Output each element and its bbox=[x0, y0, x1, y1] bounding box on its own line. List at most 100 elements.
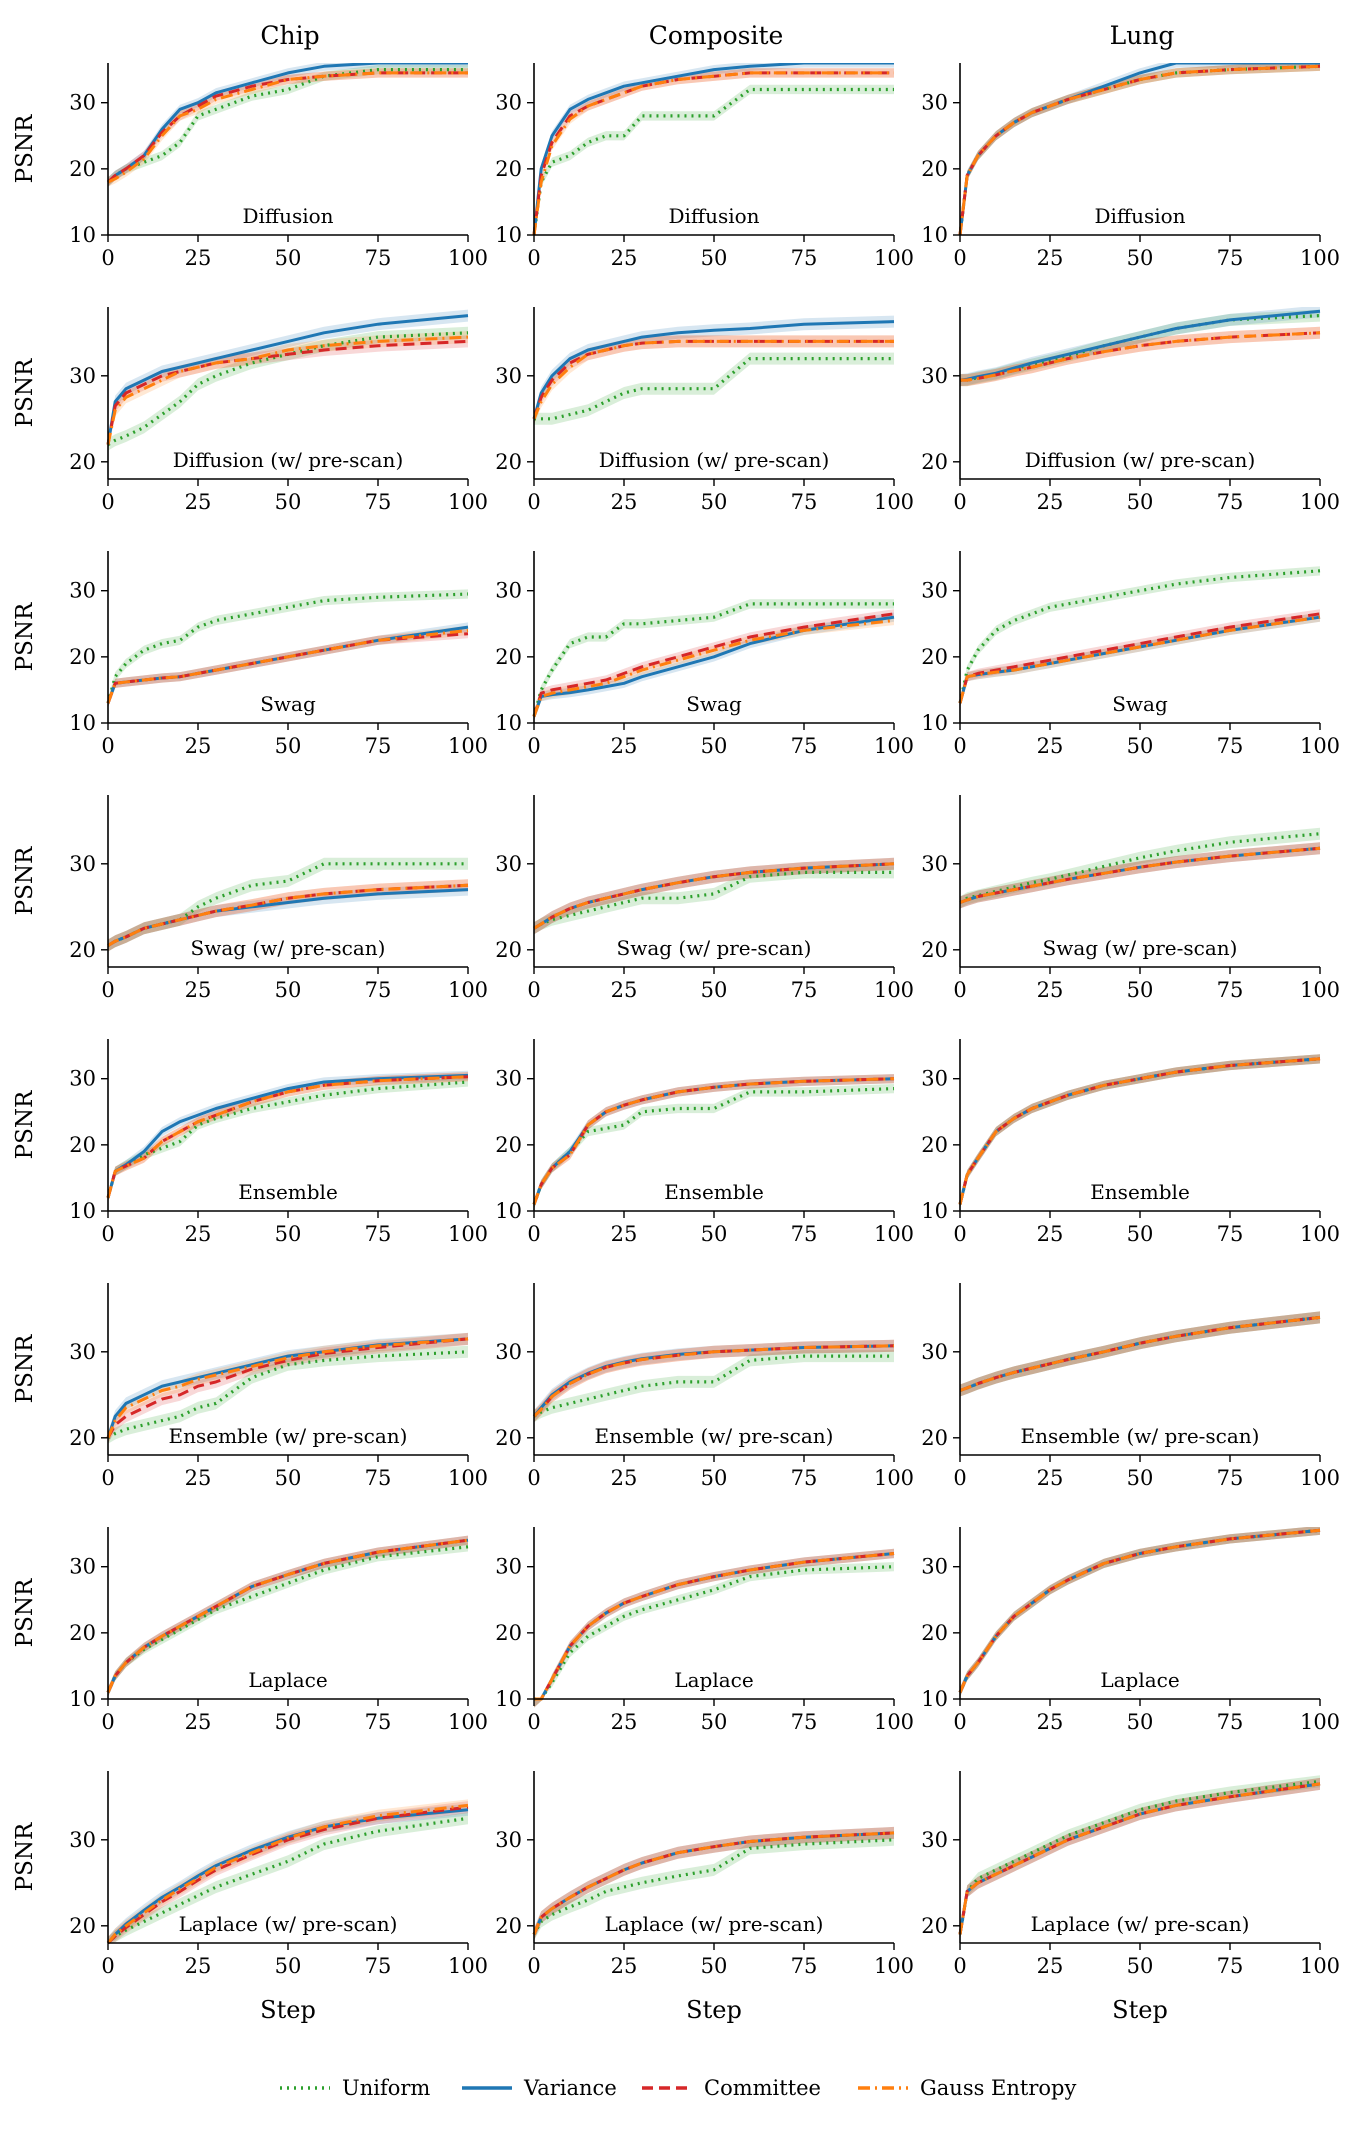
band-variance-r7-c1 bbox=[534, 1826, 894, 1941]
x-tick-label-r7-c1-0: 0 bbox=[527, 1954, 540, 1978]
series-uniform-r2-c1 bbox=[532, 602, 894, 717]
y-tick-label-r7-c1-0: 20 bbox=[495, 1914, 522, 1938]
band-gauss-r6-c1 bbox=[534, 1548, 894, 1708]
x-tick-label-r5-c2-3: 75 bbox=[1217, 1466, 1244, 1490]
y-tick-label-r6-c0-0: 10 bbox=[69, 1687, 96, 1711]
panel-r0-c0: 0 25 50 75 100 10 20 30 Diffusion PSNR bbox=[12, 51, 488, 270]
y-tick-label-r7-c0-1: 30 bbox=[69, 1828, 96, 1852]
y-tick-label-r3-c0-0: 20 bbox=[69, 938, 96, 962]
x-tick-label-r0-c1-3: 75 bbox=[791, 246, 818, 270]
x-tick-label-r3-c1-1: 25 bbox=[611, 978, 638, 1002]
x-tick-label-r3-c0-0: 0 bbox=[101, 978, 114, 1002]
legend-item-uniform: Uniform bbox=[280, 2076, 430, 2100]
x-tick-label-r3-c0-4: 100 bbox=[448, 978, 488, 1002]
series-committee-r5-c0 bbox=[106, 1337, 469, 1439]
panel-r3-c2: 0 25 50 75 100 20 30 Swag (w/ pre-scan) bbox=[921, 783, 1340, 1002]
x-tick-label-r5-c1-1: 25 bbox=[611, 1466, 638, 1490]
x-tick-label-r6-c1-4: 100 bbox=[874, 1710, 914, 1734]
y-axis-label-r3: PSNR bbox=[12, 846, 38, 915]
y-tick-label-r6-c1-0: 10 bbox=[495, 1687, 522, 1711]
legend-label-gauss: Gauss Entropy bbox=[920, 2076, 1076, 2100]
y-tick-label-r1-c0-1: 30 bbox=[69, 364, 96, 388]
x-tick-label-r6-c0-0: 0 bbox=[101, 1710, 114, 1734]
series-gauss-r6-c2 bbox=[958, 1528, 1321, 1693]
method-label-r2-c2: Swag bbox=[1112, 692, 1168, 716]
band-variance-r6-c1 bbox=[534, 1548, 894, 1708]
panel-top-mask-r6-c2 bbox=[961, 1515, 1327, 1527]
y-tick-label-r1-c2-0: 20 bbox=[921, 450, 948, 474]
band-gauss-r4-c1 bbox=[534, 1074, 894, 1209]
x-tick-label-r1-c2-4: 100 bbox=[1300, 490, 1340, 514]
series-gauss-r0-c0 bbox=[107, 71, 468, 184]
y-tick-label-r5-c2-0: 20 bbox=[921, 1426, 948, 1450]
method-label-r1-c0: Diffusion (w/ pre-scan) bbox=[173, 448, 404, 472]
series-committee-r4-c1 bbox=[532, 1077, 895, 1205]
band-committee-r7-c2 bbox=[960, 1777, 1320, 1941]
band-committee-r7-c0 bbox=[108, 1801, 468, 1943]
x-tick-label-r2-c0-3: 75 bbox=[365, 734, 392, 758]
y-tick-label-r0-c0-1: 20 bbox=[69, 157, 96, 181]
x-tick-label-r1-c0-2: 50 bbox=[275, 490, 302, 514]
y-tick-label-r3-c1-1: 30 bbox=[495, 852, 522, 876]
band-variance-r1-c0 bbox=[108, 309, 468, 451]
x-tick-label-r3-c2-2: 50 bbox=[1127, 978, 1154, 1002]
y-tick-label-r6-c1-1: 20 bbox=[495, 1621, 522, 1645]
x-tick-label-r6-c2-2: 50 bbox=[1127, 1710, 1154, 1734]
x-tick-label-r4-c0-2: 50 bbox=[275, 1222, 302, 1246]
method-label-r4-c2: Ensemble bbox=[1090, 1180, 1190, 1204]
series-committee-r7-c0 bbox=[106, 1805, 469, 1945]
y-tick-label-r2-c1-1: 20 bbox=[495, 645, 522, 669]
x-tick-label-r7-c0-4: 100 bbox=[448, 1954, 488, 1978]
y-tick-label-r4-c2-2: 30 bbox=[921, 1067, 948, 1091]
band-committee-r5-c1 bbox=[534, 1339, 894, 1423]
x-tick-label-r2-c0-4: 100 bbox=[448, 734, 488, 758]
panel-top-mask-r7-c2 bbox=[961, 1759, 1327, 1771]
panel-r0-c2: 0 25 50 75 100 10 20 30 Diffusion bbox=[921, 51, 1340, 270]
band-committee-r3-c2 bbox=[960, 842, 1320, 909]
panel-top-mask-r4-c2 bbox=[961, 1027, 1327, 1039]
x-tick-label-r1-c0-1: 25 bbox=[185, 490, 212, 514]
series-committee-r2-c1 bbox=[532, 612, 895, 717]
x-tick-label-r0-c2-1: 25 bbox=[1037, 246, 1064, 270]
series-variance-r1-c2 bbox=[959, 309, 1321, 382]
method-label-r6-c1: Laplace bbox=[674, 1668, 753, 1692]
series-uniform-r5-c0 bbox=[107, 1350, 469, 1440]
y-tick-label-r7-c1-1: 30 bbox=[495, 1828, 522, 1852]
panel-r2-c2: 0 25 50 75 100 10 20 30 Swag bbox=[921, 539, 1340, 758]
y-tick-label-r7-c2-0: 20 bbox=[921, 1914, 948, 1938]
band-committee-r4-c1 bbox=[534, 1074, 894, 1209]
panel-top-mask-r4-c1 bbox=[535, 1027, 901, 1039]
legend-item-committee: Committee bbox=[642, 2076, 821, 2100]
panel-top-mask-r3-c2 bbox=[961, 783, 1327, 795]
method-label-r4-c1: Ensemble bbox=[664, 1180, 764, 1204]
method-label-r3-c2: Swag (w/ pre-scan) bbox=[1043, 936, 1238, 960]
x-tick-label-r4-c1-0: 0 bbox=[527, 1222, 540, 1246]
x-tick-label-r4-c0-0: 0 bbox=[101, 1222, 114, 1246]
column-title-lung: Lung bbox=[1110, 21, 1175, 50]
x-tick-label-r5-c0-3: 75 bbox=[365, 1466, 392, 1490]
band-uniform-r5-c2 bbox=[960, 1311, 1320, 1397]
series-uniform-r1-c2 bbox=[960, 314, 1321, 382]
x-tick-label-r2-c2-1: 25 bbox=[1037, 734, 1064, 758]
x-tick-label-r0-c0-0: 0 bbox=[101, 246, 114, 270]
x-tick-label-r5-c0-2: 50 bbox=[275, 1466, 302, 1490]
method-label-r4-c0: Ensemble bbox=[238, 1180, 338, 1204]
x-tick-label-r4-c0-3: 75 bbox=[365, 1222, 392, 1246]
method-label-r3-c1: Swag (w/ pre-scan) bbox=[617, 936, 812, 960]
x-tick-label-r1-c2-0: 0 bbox=[953, 490, 966, 514]
panel-r5-c2: 0 25 50 75 100 20 30 Ensemble (w/ pre-scan) bbox=[921, 1271, 1340, 1490]
series-uniform-r7-c1 bbox=[532, 1838, 895, 1936]
legend-item-variance: Variance bbox=[462, 2076, 617, 2100]
panel-top-mask-r2-c0 bbox=[109, 539, 475, 551]
band-uniform-r6-c1 bbox=[534, 1562, 894, 1708]
panel-r2-c1: 0 25 50 75 100 10 20 30 Swag bbox=[495, 539, 914, 758]
x-tick-label-r6-c0-2: 50 bbox=[275, 1710, 302, 1734]
x-tick-label-r1-c2-1: 25 bbox=[1037, 490, 1064, 514]
band-variance-r7-c2 bbox=[960, 1777, 1320, 1941]
x-tick-label-r2-c1-2: 50 bbox=[701, 734, 728, 758]
series-uniform-r1-c1 bbox=[534, 357, 894, 421]
x-tick-label-r5-c0-0: 0 bbox=[101, 1466, 114, 1490]
y-tick-label-r4-c2-0: 10 bbox=[921, 1199, 948, 1223]
x-axis-label-c1: Step bbox=[686, 1996, 742, 2024]
series-gauss-r7-c2 bbox=[958, 1782, 1321, 1935]
